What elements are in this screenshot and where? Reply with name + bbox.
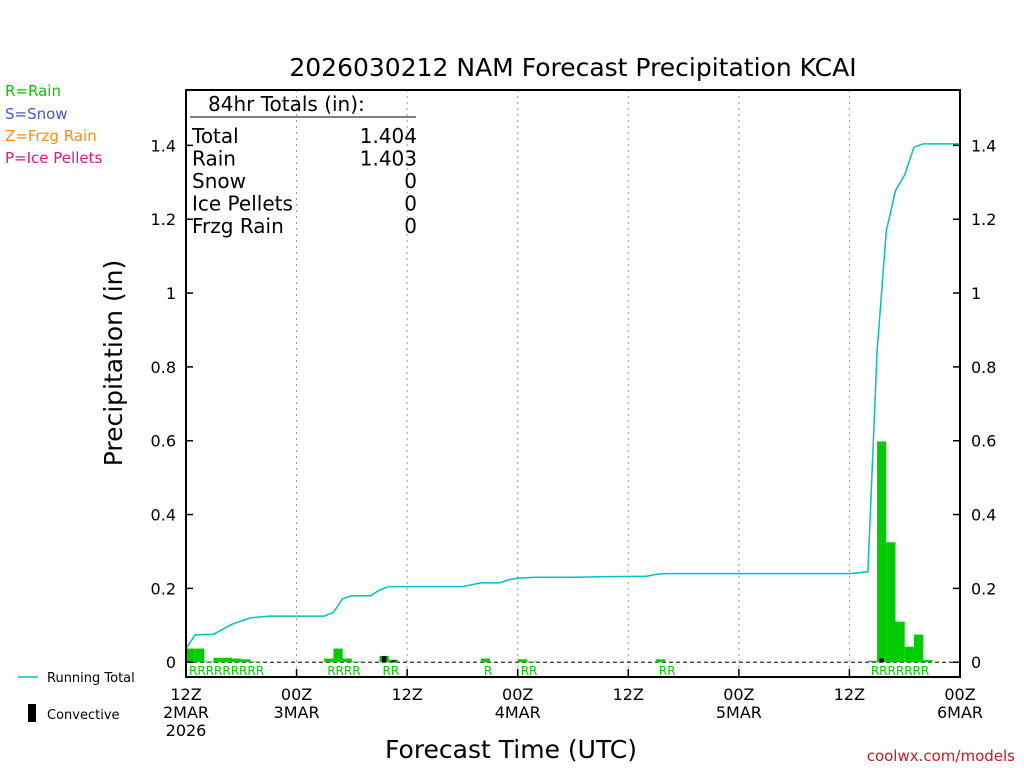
totals-value: 0 <box>404 169 417 193</box>
y-tick-label: 0.4 <box>151 506 176 525</box>
precip-bar <box>526 661 537 663</box>
precip-bar <box>867 660 878 663</box>
y-tick-label: 0.6 <box>151 432 176 451</box>
x-tick-label: 00Z <box>281 685 312 704</box>
precip-bar <box>232 658 242 663</box>
totals-header: 84hr Totals (in): <box>208 92 365 116</box>
precip-bar <box>655 659 666 663</box>
convective-legend-swatch <box>28 704 36 722</box>
precip-bar <box>204 661 214 663</box>
ptype-label: RR <box>521 664 538 678</box>
precip-bar <box>195 648 205 663</box>
x-tick-label: 6MAR <box>937 703 983 722</box>
legend-running-total: Running Total <box>47 671 135 686</box>
y-tick-label-right: 1.4 <box>971 136 996 155</box>
legend-convective: Convective <box>47 708 120 723</box>
x-tick-label: 12Z <box>391 685 422 704</box>
y-tick-label: 0.2 <box>151 579 176 598</box>
totals-label: Rain <box>192 147 236 171</box>
y-tick-label-right: 1.2 <box>971 210 996 229</box>
y-axis-label: Precipitation (in) <box>99 260 128 467</box>
y-tick-label: 1.2 <box>151 210 176 229</box>
running-total-line <box>185 143 960 650</box>
precip-bars <box>186 441 933 663</box>
precip-bar <box>250 661 260 663</box>
precip-bar <box>923 660 933 663</box>
x-tick-label: 00Z <box>944 685 975 704</box>
precip-bar <box>480 658 491 663</box>
x-tick-label: 2026 <box>166 721 207 740</box>
x-tick-label: 4MAR <box>495 703 541 722</box>
precip-bar <box>517 659 527 663</box>
ptype-labels: RRRRRRRRR RRRR RR R RR RR RRRRRRR <box>189 664 929 678</box>
plot-frame <box>185 89 961 678</box>
y-tick-label-right: 0.2 <box>971 579 996 598</box>
precip-bar <box>186 648 196 663</box>
convective-bar <box>381 655 387 663</box>
y-tick-label: 1.4 <box>151 136 176 155</box>
ptype-label: R <box>484 664 492 678</box>
precip-bar <box>886 542 896 663</box>
totals-label: Total <box>191 124 239 148</box>
ptype-label: RRRRRRR <box>871 664 929 678</box>
precip-bar <box>351 661 362 663</box>
y-tick-label-right: 0.6 <box>971 432 996 451</box>
credit-text: coolwx.com/models <box>867 747 1015 765</box>
y-tick-label: 0 <box>166 653 176 672</box>
totals-label: Ice Pellets <box>192 192 293 216</box>
precip-bar <box>213 657 223 663</box>
precip-bar <box>904 646 914 663</box>
x-axis-label: Forecast Time (UTC) <box>385 735 637 764</box>
totals-label: Frzg Rain <box>192 214 284 238</box>
precip-bar <box>342 658 352 663</box>
chart-title: 2026030212 NAM Forecast Precipitation KC… <box>289 53 856 82</box>
legend-frzg-rain: Z=Frzg Rain <box>5 127 97 145</box>
ptype-label: RRRRRRRRR <box>189 664 264 678</box>
y-axis-left: 0 0.2 0.4 0.6 0.8 1 1.2 1.4 <box>151 136 193 672</box>
x-tick-label: 12Z <box>834 685 865 704</box>
totals-label: Snow <box>192 169 246 193</box>
x-tick-label: 12Z <box>170 685 201 704</box>
precip-bar <box>324 658 334 663</box>
convective-bar <box>391 660 396 663</box>
precip-bar <box>333 648 343 663</box>
y-tick-label-right: 0.4 <box>971 506 996 525</box>
convective-bar <box>879 658 884 663</box>
legend-rain: R=Rain <box>5 82 61 100</box>
x-tick-label: 12Z <box>613 685 644 704</box>
precip-bar <box>241 659 251 663</box>
y-tick-label: 0.8 <box>151 358 176 377</box>
totals-value: 0 <box>404 192 417 216</box>
y-tick-label-right: 0.8 <box>971 358 996 377</box>
y-tick-label-right: 0 <box>971 653 981 672</box>
y-axis-right: 0 0.2 0.4 0.6 0.8 1 1.2 1.4 <box>953 136 996 672</box>
convective-bars <box>381 655 884 663</box>
ptype-label: RR <box>383 664 400 678</box>
totals-value: 1.403 <box>360 147 417 171</box>
x-tick-label: 00Z <box>502 685 533 704</box>
totals-box: 84hr Totals (in): Total 1.404 Rain 1.403 Sno… <box>190 92 417 238</box>
x-tick-label: 3MAR <box>274 703 320 722</box>
vertical-gridlines <box>296 90 850 677</box>
legend-ice-pellets: P=Ice Pellets <box>5 149 102 167</box>
y-tick-label-right: 1 <box>971 284 981 303</box>
x-tick-label: 5MAR <box>716 703 762 722</box>
totals-value: 0 <box>404 214 417 238</box>
precip-bar <box>895 621 905 663</box>
line-legend: Running Total Convective <box>18 671 135 723</box>
precip-bar <box>222 657 233 663</box>
y-tick-label: 1 <box>166 284 176 303</box>
x-tick-label: 2MAR <box>163 703 209 722</box>
precip-bar <box>877 441 887 663</box>
legend-snow: S=Snow <box>5 105 68 123</box>
precip-bar <box>913 634 924 663</box>
totals-value: 1.404 <box>360 124 417 148</box>
ptype-legend: R=Rain S=Snow Z=Frzg Rain P=Ice Pellets <box>5 82 102 167</box>
ptype-label: RRRR <box>327 664 360 678</box>
ptype-label: RR <box>659 664 676 678</box>
x-tick-label: 00Z <box>723 685 754 704</box>
